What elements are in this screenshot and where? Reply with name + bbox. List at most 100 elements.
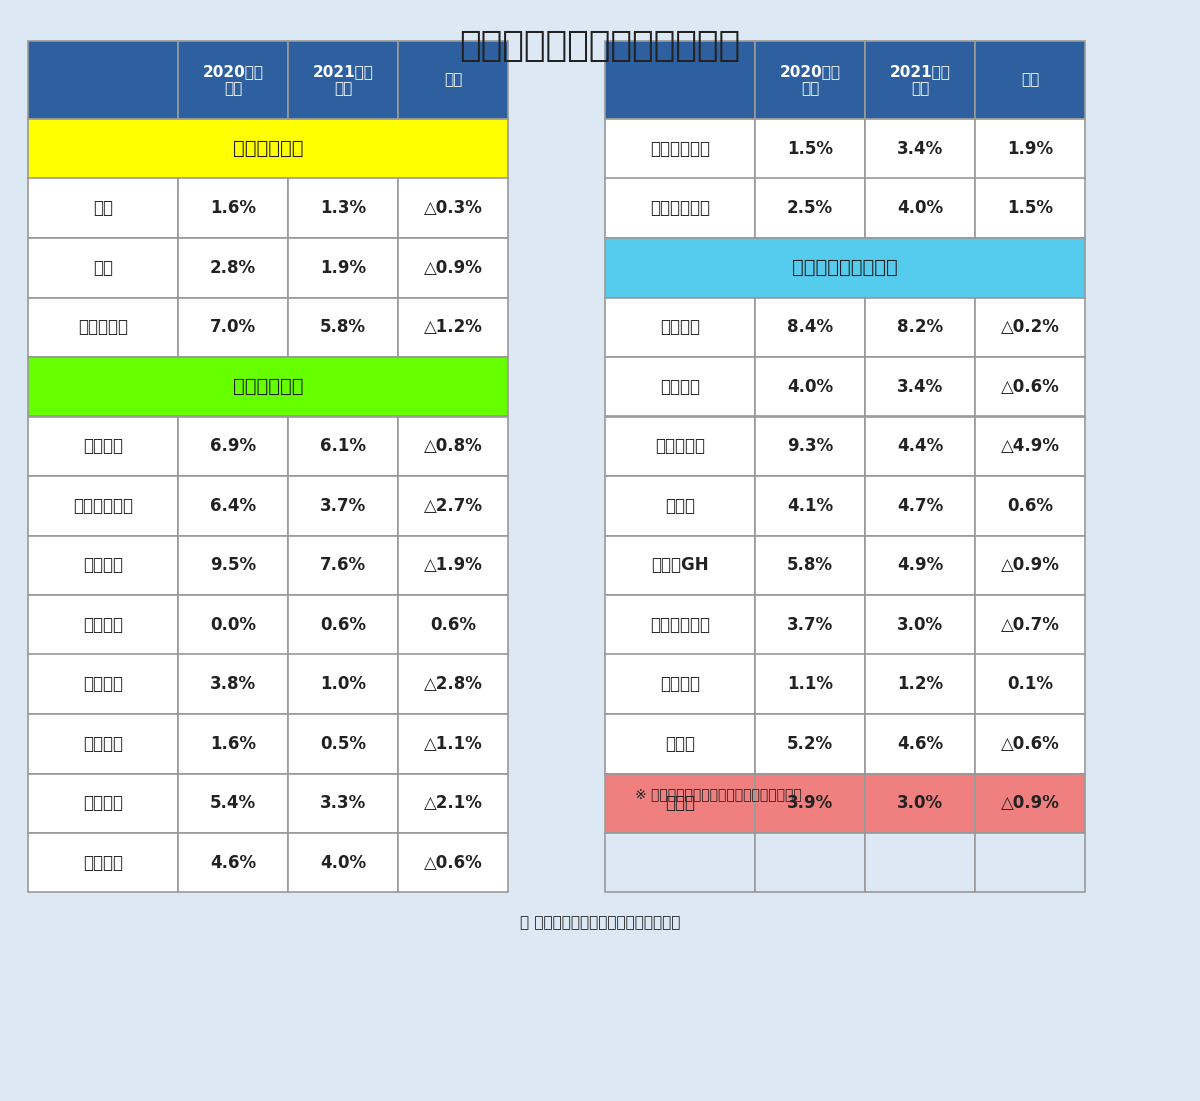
Text: 0.5%: 0.5% [320,734,366,753]
Text: 1.3%: 1.3% [320,199,366,217]
Text: 《 厚労省「介護事業経営概況調査」》: 《 厚労省「介護事業経営概況調査」》 [520,915,680,929]
Bar [28,238,178,297]
Text: 3.4%: 3.4% [896,140,943,157]
Text: 居宅サービス: 居宅サービス [233,378,304,396]
Bar [178,476,288,535]
Bar [755,41,865,119]
Text: 介護医療院: 介護医療院 [78,318,128,336]
Text: 0.6%: 0.6% [430,615,476,634]
Bar [974,715,1085,774]
Bar [974,357,1085,416]
Text: 5.8%: 5.8% [320,318,366,336]
Bar [755,654,865,715]
Text: 4.4%: 4.4% [896,437,943,455]
Text: 増減: 増減 [1021,73,1039,87]
Text: 地域密着型サービス: 地域密着型サービス [792,259,898,277]
Bar [974,119,1085,178]
Bar [605,833,755,893]
Bar [865,715,974,774]
Bar [865,119,974,178]
Text: △2.1%: △2.1% [424,794,482,813]
Bar [755,774,865,833]
Text: △0.9%: △0.9% [1001,556,1060,575]
Text: 短期入所: 短期入所 [83,794,124,813]
Bar [605,476,755,535]
Bar [398,654,508,715]
Bar [974,535,1085,595]
Text: △0.8%: △0.8% [424,437,482,455]
Bar [288,595,398,654]
Bar [398,833,508,893]
Text: 7.6%: 7.6% [320,556,366,575]
Bar [605,178,755,238]
Text: 老健: 老健 [94,259,113,276]
Bar [178,774,288,833]
Bar [865,833,974,893]
Bar [28,654,178,715]
Bar [398,238,508,297]
Bar [28,715,178,774]
Text: 4.0%: 4.0% [896,199,943,217]
Bar [865,595,974,654]
Bar [974,476,1085,535]
Bar [865,416,974,476]
Bar [755,297,865,357]
Text: 4.9%: 4.9% [896,556,943,575]
Bar [605,774,755,833]
Text: △1.9%: △1.9% [424,556,482,575]
Text: 認知症GH: 認知症GH [652,556,709,575]
Bar [28,595,178,654]
Text: 4.0%: 4.0% [787,378,833,395]
Text: 特養: 特養 [94,199,113,217]
Text: 3.7%: 3.7% [787,615,833,634]
Bar [974,297,1085,357]
Text: 特定施設: 特定施設 [83,853,124,872]
Bar [865,178,974,238]
Text: 定期巡回: 定期巡回 [660,318,700,336]
Text: 訪問看護: 訪問看護 [83,556,124,575]
Bar [288,297,398,357]
Bar [288,833,398,893]
Bar [865,476,974,535]
Text: 5.8%: 5.8% [787,556,833,575]
Bar [288,654,398,715]
Bar [398,595,508,654]
Bar [865,357,974,416]
Text: 3.7%: 3.7% [320,497,366,515]
Bar [288,178,398,238]
Text: 増減: 増減 [444,73,462,87]
Bar [398,41,508,119]
Text: △0.9%: △0.9% [1001,794,1060,813]
Bar [288,416,398,476]
Bar [288,774,398,833]
Bar [28,119,508,178]
Text: 3.8%: 3.8% [210,675,256,694]
Text: 0.6%: 0.6% [320,615,366,634]
Bar [178,535,288,595]
Text: 1.0%: 1.0% [320,675,366,694]
Text: △1.1%: △1.1% [424,734,482,753]
Text: △0.6%: △0.6% [424,853,482,872]
Bar [398,416,508,476]
Bar [178,238,288,297]
Bar [974,833,1085,893]
Bar [178,833,288,893]
Bar [974,41,1085,119]
Text: 地密特定施設: 地密特定施設 [650,615,710,634]
Bar [28,535,178,595]
Text: 施設サービス: 施設サービス [233,139,304,159]
Bar [288,476,398,535]
Bar [178,654,288,715]
Bar [605,41,755,119]
Bar [755,833,865,893]
Bar [755,357,865,416]
Text: △2.8%: △2.8% [424,675,482,694]
Text: 地密特養: 地密特養 [660,675,700,694]
Bar [28,774,178,833]
Text: △4.9%: △4.9% [1001,437,1060,455]
Bar [398,715,508,774]
Bar [605,535,755,595]
Text: 福祉用具貸与: 福祉用具貸与 [650,140,710,157]
Bar [28,357,508,416]
Text: 1.2%: 1.2% [896,675,943,694]
